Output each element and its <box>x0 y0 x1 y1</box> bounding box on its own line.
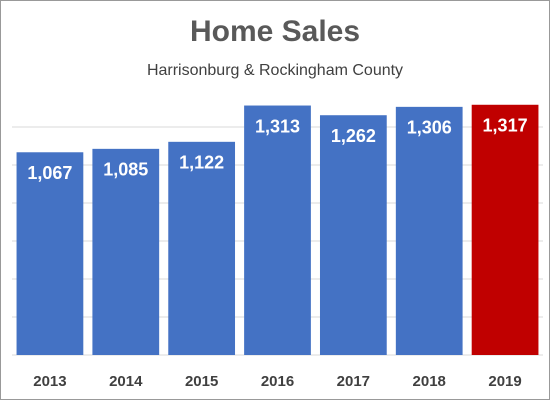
x-tick-label: 2015 <box>185 373 218 390</box>
bar <box>244 105 311 355</box>
value-label: 1,317 <box>483 116 528 136</box>
x-tick-label: 2018 <box>413 373 446 390</box>
x-tick-label: 2014 <box>109 373 143 390</box>
value-label: 1,085 <box>103 160 148 180</box>
value-label: 1,306 <box>407 118 452 138</box>
x-tick-label: 2016 <box>261 373 294 390</box>
x-tick-label: 2019 <box>488 373 521 390</box>
bar <box>395 106 463 355</box>
bar <box>319 115 387 355</box>
chart-subtitle: Harrisonburg & Rockingham County <box>147 62 403 79</box>
value-label: 1,122 <box>179 153 224 173</box>
x-tick-label: 2017 <box>337 373 370 390</box>
value-label: 1,262 <box>331 126 376 146</box>
chart-title: Home Sales <box>190 15 360 48</box>
x-tick-label: 2013 <box>33 373 66 390</box>
value-label: 1,067 <box>27 163 72 183</box>
bar <box>471 104 539 356</box>
bar <box>168 141 236 355</box>
bar <box>92 148 160 355</box>
value-label: 1,313 <box>255 116 300 136</box>
bar <box>16 152 84 355</box>
